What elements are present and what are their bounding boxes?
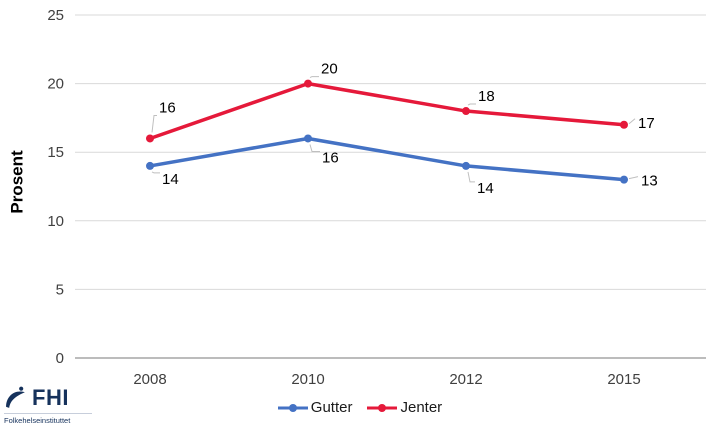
data-label: 14 — [162, 171, 179, 188]
legend-item-jenter: Jenter — [366, 399, 442, 416]
data-label: 13 — [641, 173, 658, 190]
x-tick-label: 2010 — [291, 371, 324, 388]
data-point-jenter — [462, 107, 470, 116]
data-point-gutter — [304, 134, 312, 143]
data-point-jenter — [620, 120, 628, 129]
y-tick-label: 0 — [56, 350, 64, 367]
data-point-gutter — [146, 161, 154, 170]
legend-item-gutter: Gutter — [277, 399, 353, 416]
x-tick-label: 2012 — [449, 371, 482, 388]
y-tick-label: 5 — [56, 281, 64, 298]
y-tick-label: 15 — [47, 144, 64, 161]
data-label: 16 — [159, 99, 176, 116]
data-label-leader-line — [467, 103, 476, 106]
data-label-leader-line — [309, 76, 319, 79]
y-tick-label: 20 — [47, 76, 64, 93]
y-tick-label: 25 — [47, 7, 64, 24]
data-point-gutter — [462, 161, 470, 170]
fhi-logo: FHI Folkehelseinstituttet — [4, 386, 92, 425]
jenter-line-swatch-icon — [367, 403, 398, 412]
data-point-jenter — [304, 79, 312, 88]
data-point-jenter — [146, 134, 154, 143]
series-line-gutter — [148, 136, 626, 182]
legend: Gutter Jenter — [0, 399, 719, 416]
data-label-leader-line — [628, 118, 636, 125]
fhi-logo-acronym: FHI — [32, 385, 69, 410]
fhi-logo-divider — [4, 413, 92, 414]
data-label-leader-line — [309, 144, 320, 152]
data-label-leader-line — [151, 114, 157, 133]
data-label: 20 — [321, 61, 338, 78]
data-label-leader-line — [467, 171, 475, 183]
data-label-leader-line — [628, 176, 639, 180]
x-tick-label: 2015 — [607, 371, 640, 388]
data-label: 17 — [638, 115, 655, 132]
data-label-leader-line — [151, 171, 160, 174]
data-label: 14 — [477, 180, 494, 197]
data-label: 18 — [478, 88, 495, 105]
data-label: 16 — [322, 149, 339, 166]
legend-label-gutter: Gutter — [310, 399, 353, 416]
x-tick-label: 2008 — [133, 371, 166, 388]
fhi-swoosh-icon — [6, 386, 25, 408]
series-line-jenter — [148, 81, 626, 141]
gutter-line-swatch-icon — [277, 403, 308, 412]
legend-label-jenter: Jenter — [400, 399, 443, 416]
data-point-gutter — [620, 175, 628, 184]
fhi-logo-name: Folkehelseinstituttet — [4, 416, 71, 425]
y-tick-label: 10 — [47, 213, 64, 230]
